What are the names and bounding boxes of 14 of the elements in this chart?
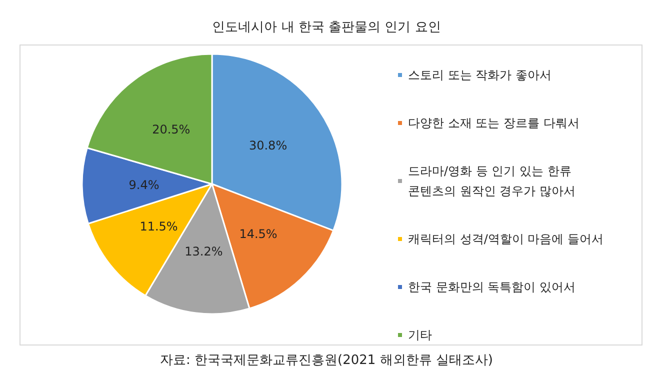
data-label: 14.5% [239,226,278,241]
legend-label: 스토리 또는 작화가 좋아서 [408,68,552,82]
data-label: 13.2% [184,244,223,258]
legend-label: 한국 문화만의 독특함이 있어서 [408,280,576,294]
legend-label: 다양한 소재 또는 장르를 다뤄서 [408,116,580,130]
data-label: 20.5% [152,122,190,137]
data-label: 11.5% [140,219,178,234]
text: 자료: 한국국제문화교류진흥원(2021 해외한류 실태조사) [160,353,494,368]
legend-label: 드라마/영화 등 인기 있는 한류 콘텐츠의 원작인 경우가 많아서 [408,164,576,198]
data-label: 30.8% [248,138,288,152]
data-label: 9.4% [128,178,160,192]
chart-title: 인도네시아 내 한국 출판물의 인기 요인 [212,20,441,35]
legend-label: 캐릭터의 성격/역할이 마음에 들어서 [408,232,604,246]
legend-label: 기타 [408,328,432,342]
